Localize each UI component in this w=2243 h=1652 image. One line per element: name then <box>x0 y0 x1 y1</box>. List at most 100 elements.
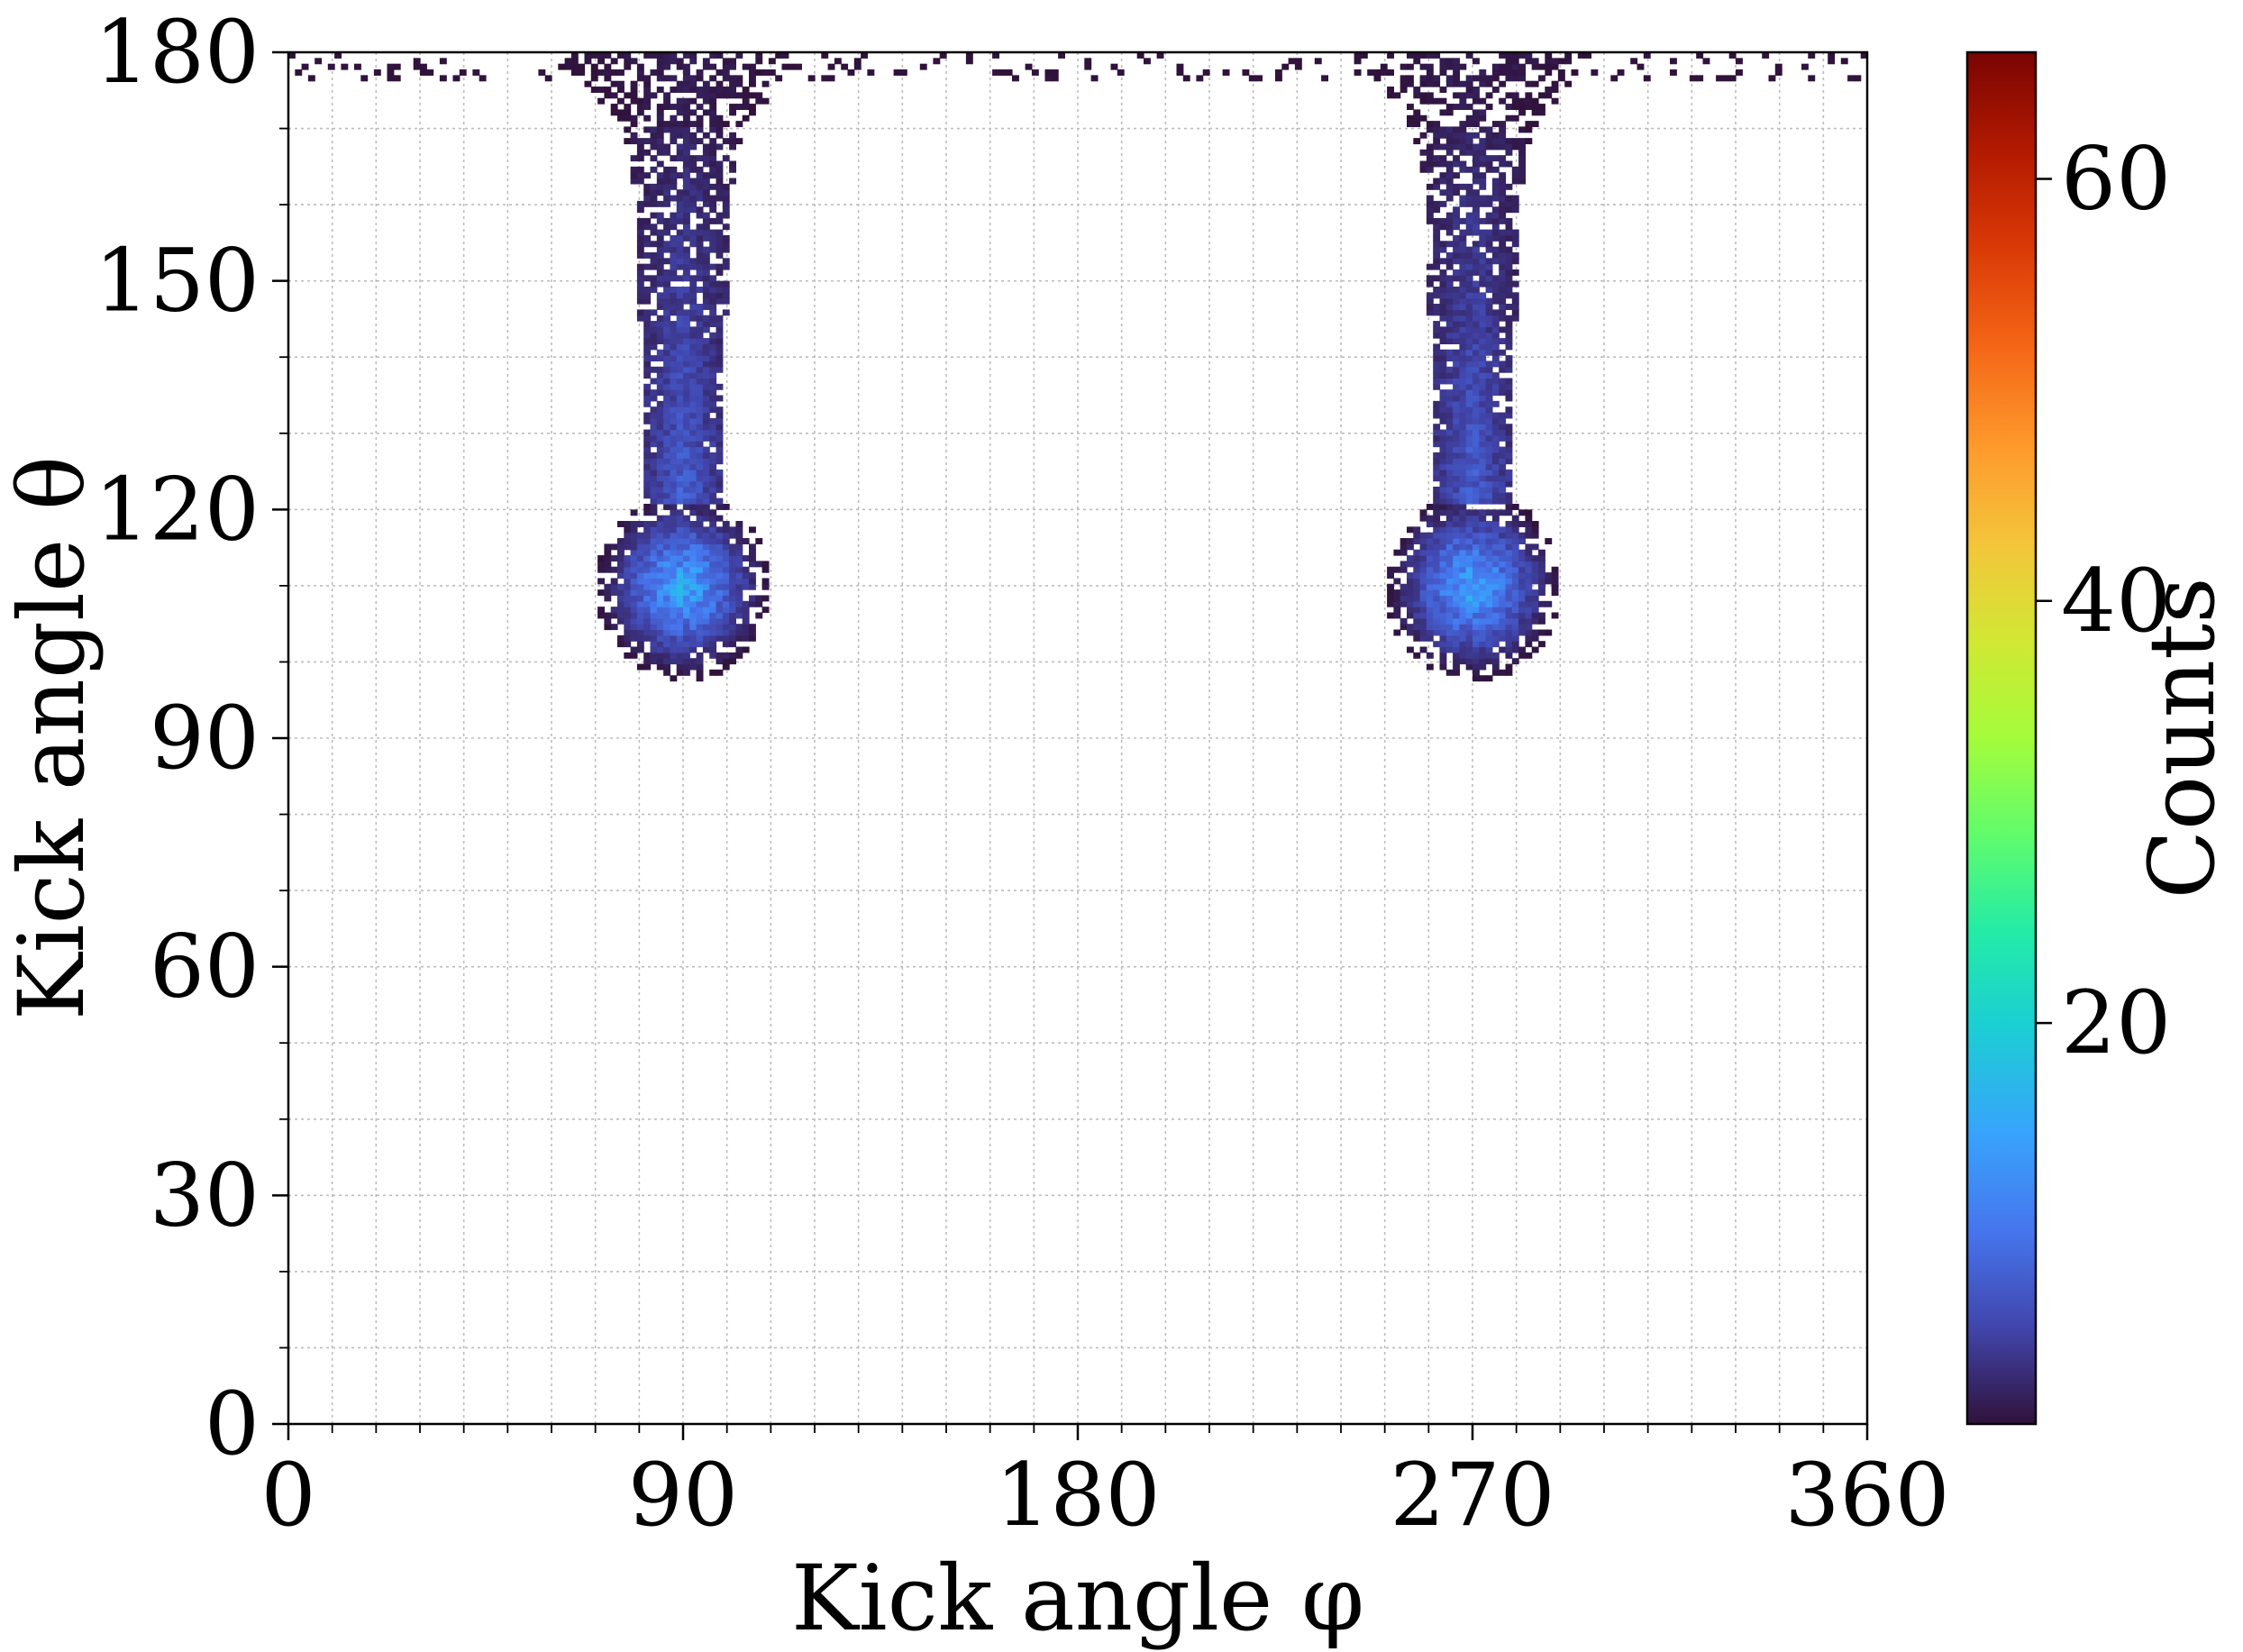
heatmap-cell <box>1473 417 1480 424</box>
heatmap-cell <box>643 446 652 453</box>
heatmap-cell <box>683 492 690 499</box>
heatmap-cell <box>1459 315 1467 322</box>
heatmap-cell <box>735 624 743 631</box>
heatmap-cell <box>1433 200 1441 207</box>
heatmap-cell <box>716 572 724 580</box>
heatmap-cell <box>1465 617 1473 625</box>
heatmap-cell <box>1433 503 1441 510</box>
heatmap-cell <box>670 378 678 385</box>
heatmap-cell <box>1491 446 1500 453</box>
heatmap-cell <box>1479 395 1487 402</box>
heatmap-cell <box>387 69 395 76</box>
heatmap-cell <box>1518 607 1526 614</box>
heatmap-cell <box>1426 217 1434 224</box>
heatmap-cell <box>676 624 684 631</box>
heatmap-cell <box>1445 75 1454 82</box>
heatmap-cell <box>413 63 421 70</box>
heatmap-cell <box>1426 595 1434 602</box>
heatmap-cell <box>1485 258 1493 265</box>
heatmap-cell <box>617 634 625 642</box>
heatmap-cell <box>650 503 658 510</box>
heatmap-cell <box>1445 515 1454 522</box>
heatmap-cell <box>702 463 710 470</box>
heatmap-cell <box>742 114 750 122</box>
heatmap-cell <box>676 234 684 242</box>
heatmap-cell <box>1439 355 1447 362</box>
heatmap-cell <box>1433 463 1441 470</box>
heatmap-cell <box>1433 532 1441 539</box>
heatmap-cell <box>683 412 690 419</box>
heatmap-cell <box>656 297 664 305</box>
heatmap-cell <box>729 166 736 173</box>
heatmap-cell <box>643 595 652 602</box>
heatmap-cell <box>630 121 638 128</box>
heatmap-cell <box>630 561 638 568</box>
heatmap-cell <box>683 583 690 590</box>
heatmap-cell <box>1479 138 1487 145</box>
heatmap-cell <box>630 138 638 145</box>
heatmap-cell <box>689 441 698 448</box>
heatmap-cell <box>735 104 743 111</box>
heatmap-cell <box>716 80 724 87</box>
heatmap-cell <box>1473 251 1480 259</box>
heatmap-cell <box>1439 624 1447 631</box>
heatmap-cell <box>1485 595 1493 602</box>
heatmap-cell <box>689 349 698 356</box>
heatmap-cell <box>1439 292 1447 299</box>
heatmap-cell <box>1525 80 1533 87</box>
heatmap-cell <box>590 52 598 59</box>
heatmap-cell <box>656 138 664 145</box>
heatmap-cell <box>1387 600 1394 607</box>
heatmap-cell <box>689 452 698 459</box>
heatmap-cell <box>1413 589 1421 597</box>
heatmap-cell <box>1426 617 1434 625</box>
heatmap-cell <box>676 355 684 362</box>
heatmap-cell <box>1387 69 1394 76</box>
heatmap-cell <box>709 304 717 310</box>
heatmap-cell <box>1459 515 1467 522</box>
heatmap-cell <box>1419 509 1427 516</box>
heatmap-cell <box>1445 612 1454 619</box>
heatmap-cell <box>1491 549 1500 556</box>
heatmap-cell <box>1485 143 1493 151</box>
heatmap-cell <box>643 275 652 282</box>
heatmap-cell <box>696 166 704 173</box>
heatmap-cell <box>683 452 690 459</box>
heatmap-cell <box>755 58 763 65</box>
heatmap-cell <box>1479 578 1487 585</box>
heatmap-cell <box>676 366 684 373</box>
heatmap-cell <box>716 366 724 373</box>
heatmap-cell <box>1479 469 1487 476</box>
heatmap-cell <box>1459 658 1467 665</box>
heatmap-cell <box>1465 149 1473 156</box>
heatmap-cell <box>1491 138 1500 145</box>
heatmap-cell <box>1439 109 1447 116</box>
heatmap-cell <box>1491 555 1500 562</box>
heatmap-cell <box>1479 258 1487 265</box>
heatmap-cell <box>1499 80 1507 87</box>
heatmap-cell <box>1499 452 1507 459</box>
heatmap-cell <box>729 629 736 636</box>
heatmap-cell <box>1511 566 1519 573</box>
heatmap-cell <box>1439 521 1447 527</box>
heatmap-cell <box>1473 646 1480 653</box>
heatmap-cell <box>1525 138 1533 145</box>
y-tick-label: 180 <box>95 2 260 103</box>
heatmap-cell <box>1433 321 1441 327</box>
heatmap-cell <box>702 543 710 551</box>
heatmap-cell <box>1499 583 1507 590</box>
heatmap-cell <box>1314 58 1322 65</box>
heatmap-cell <box>689 412 698 419</box>
heatmap-cell <box>689 361 698 368</box>
heatmap-cell <box>1499 634 1507 642</box>
heatmap-cell <box>1459 166 1467 173</box>
heatmap-cell <box>1499 189 1507 196</box>
heatmap-cell <box>656 251 664 259</box>
heatmap-cell <box>761 80 770 87</box>
heatmap-cell <box>1491 63 1500 70</box>
heatmap-cell <box>1485 497 1493 505</box>
heatmap-cell <box>1479 612 1487 619</box>
heatmap-cell <box>1485 343 1493 351</box>
heatmap-cell <box>1479 269 1487 276</box>
heatmap-cell <box>1473 663 1480 671</box>
